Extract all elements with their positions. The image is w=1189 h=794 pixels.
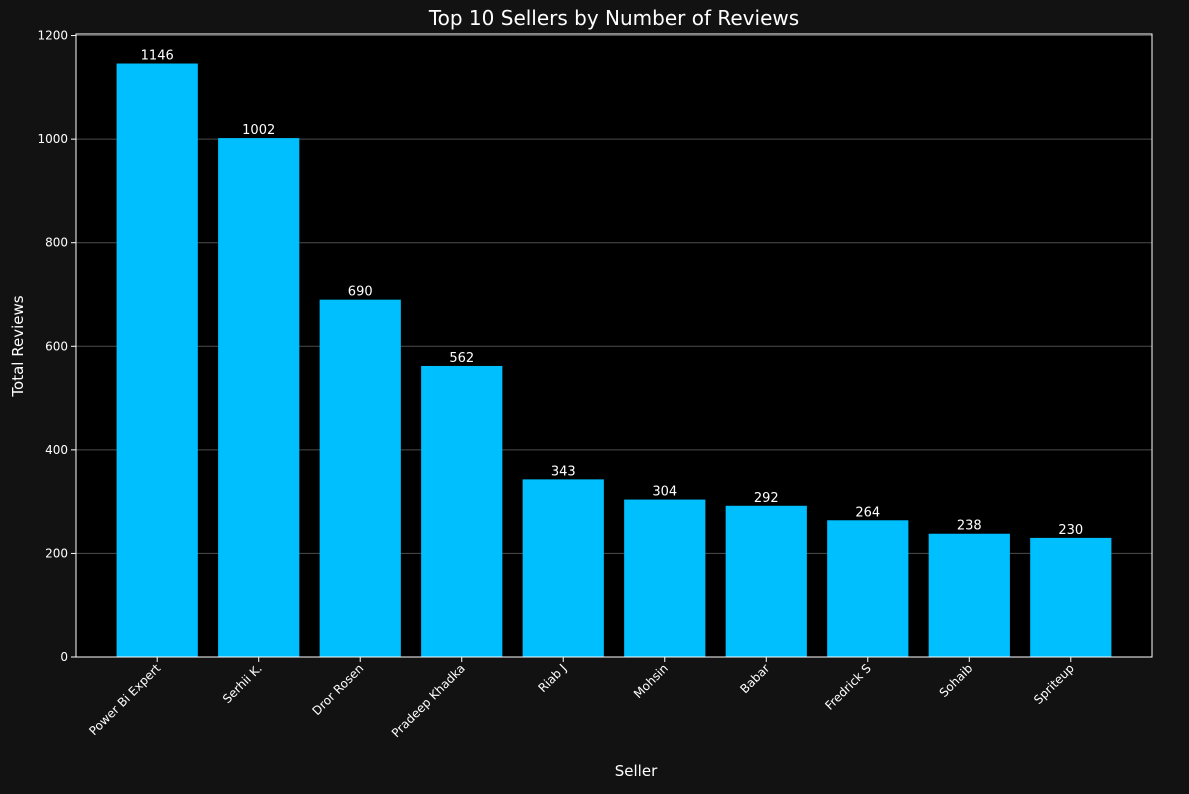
bar-value-label-8: 238 <box>957 519 982 534</box>
y-tick-label-5: 1000 <box>37 132 68 146</box>
bar-value-label-9: 230 <box>1058 523 1083 538</box>
bar-7 <box>827 520 909 657</box>
bar-value-label-4: 343 <box>551 464 576 479</box>
bar-value-label-5: 304 <box>652 485 677 500</box>
bar-1 <box>218 138 300 657</box>
bar-4 <box>522 479 604 657</box>
y-axis: 0 200 400 600 800 1000 1200 <box>37 29 76 664</box>
bar-value-labels: 1146 1002 690 562 343 304 292 264 238 230 <box>141 49 1084 538</box>
y-tick-label-0: 0 <box>60 650 68 664</box>
bar-8 <box>928 533 1010 657</box>
y-tick-label-2: 400 <box>45 443 68 457</box>
y-tick-label-3: 600 <box>45 339 68 353</box>
chart-title: Top 10 Sellers by Number of Reviews <box>428 6 799 30</box>
bar-value-label-6: 292 <box>754 491 779 506</box>
y-tick-label-1: 200 <box>45 546 68 560</box>
y-tick-label-6: 1200 <box>37 29 68 43</box>
y-tick-label-4: 800 <box>45 236 68 250</box>
bar-value-label-0: 1146 <box>141 49 174 64</box>
bars <box>116 63 1112 658</box>
y-axis-label: Total Reviews <box>9 295 27 397</box>
bar-6 <box>725 505 807 657</box>
plot-frame <box>75 33 1153 658</box>
bar-5 <box>624 499 706 657</box>
bar-value-label-3: 562 <box>449 351 474 366</box>
bar-0 <box>116 63 198 658</box>
bar-2 <box>319 299 401 657</box>
bar-value-label-1: 1002 <box>242 123 275 138</box>
bar-value-label-2: 690 <box>348 285 373 300</box>
x-axis-label: Seller <box>615 762 658 780</box>
bar-3 <box>421 365 503 657</box>
bar-value-label-7: 264 <box>855 505 880 520</box>
bar-9 <box>1030 537 1112 657</box>
